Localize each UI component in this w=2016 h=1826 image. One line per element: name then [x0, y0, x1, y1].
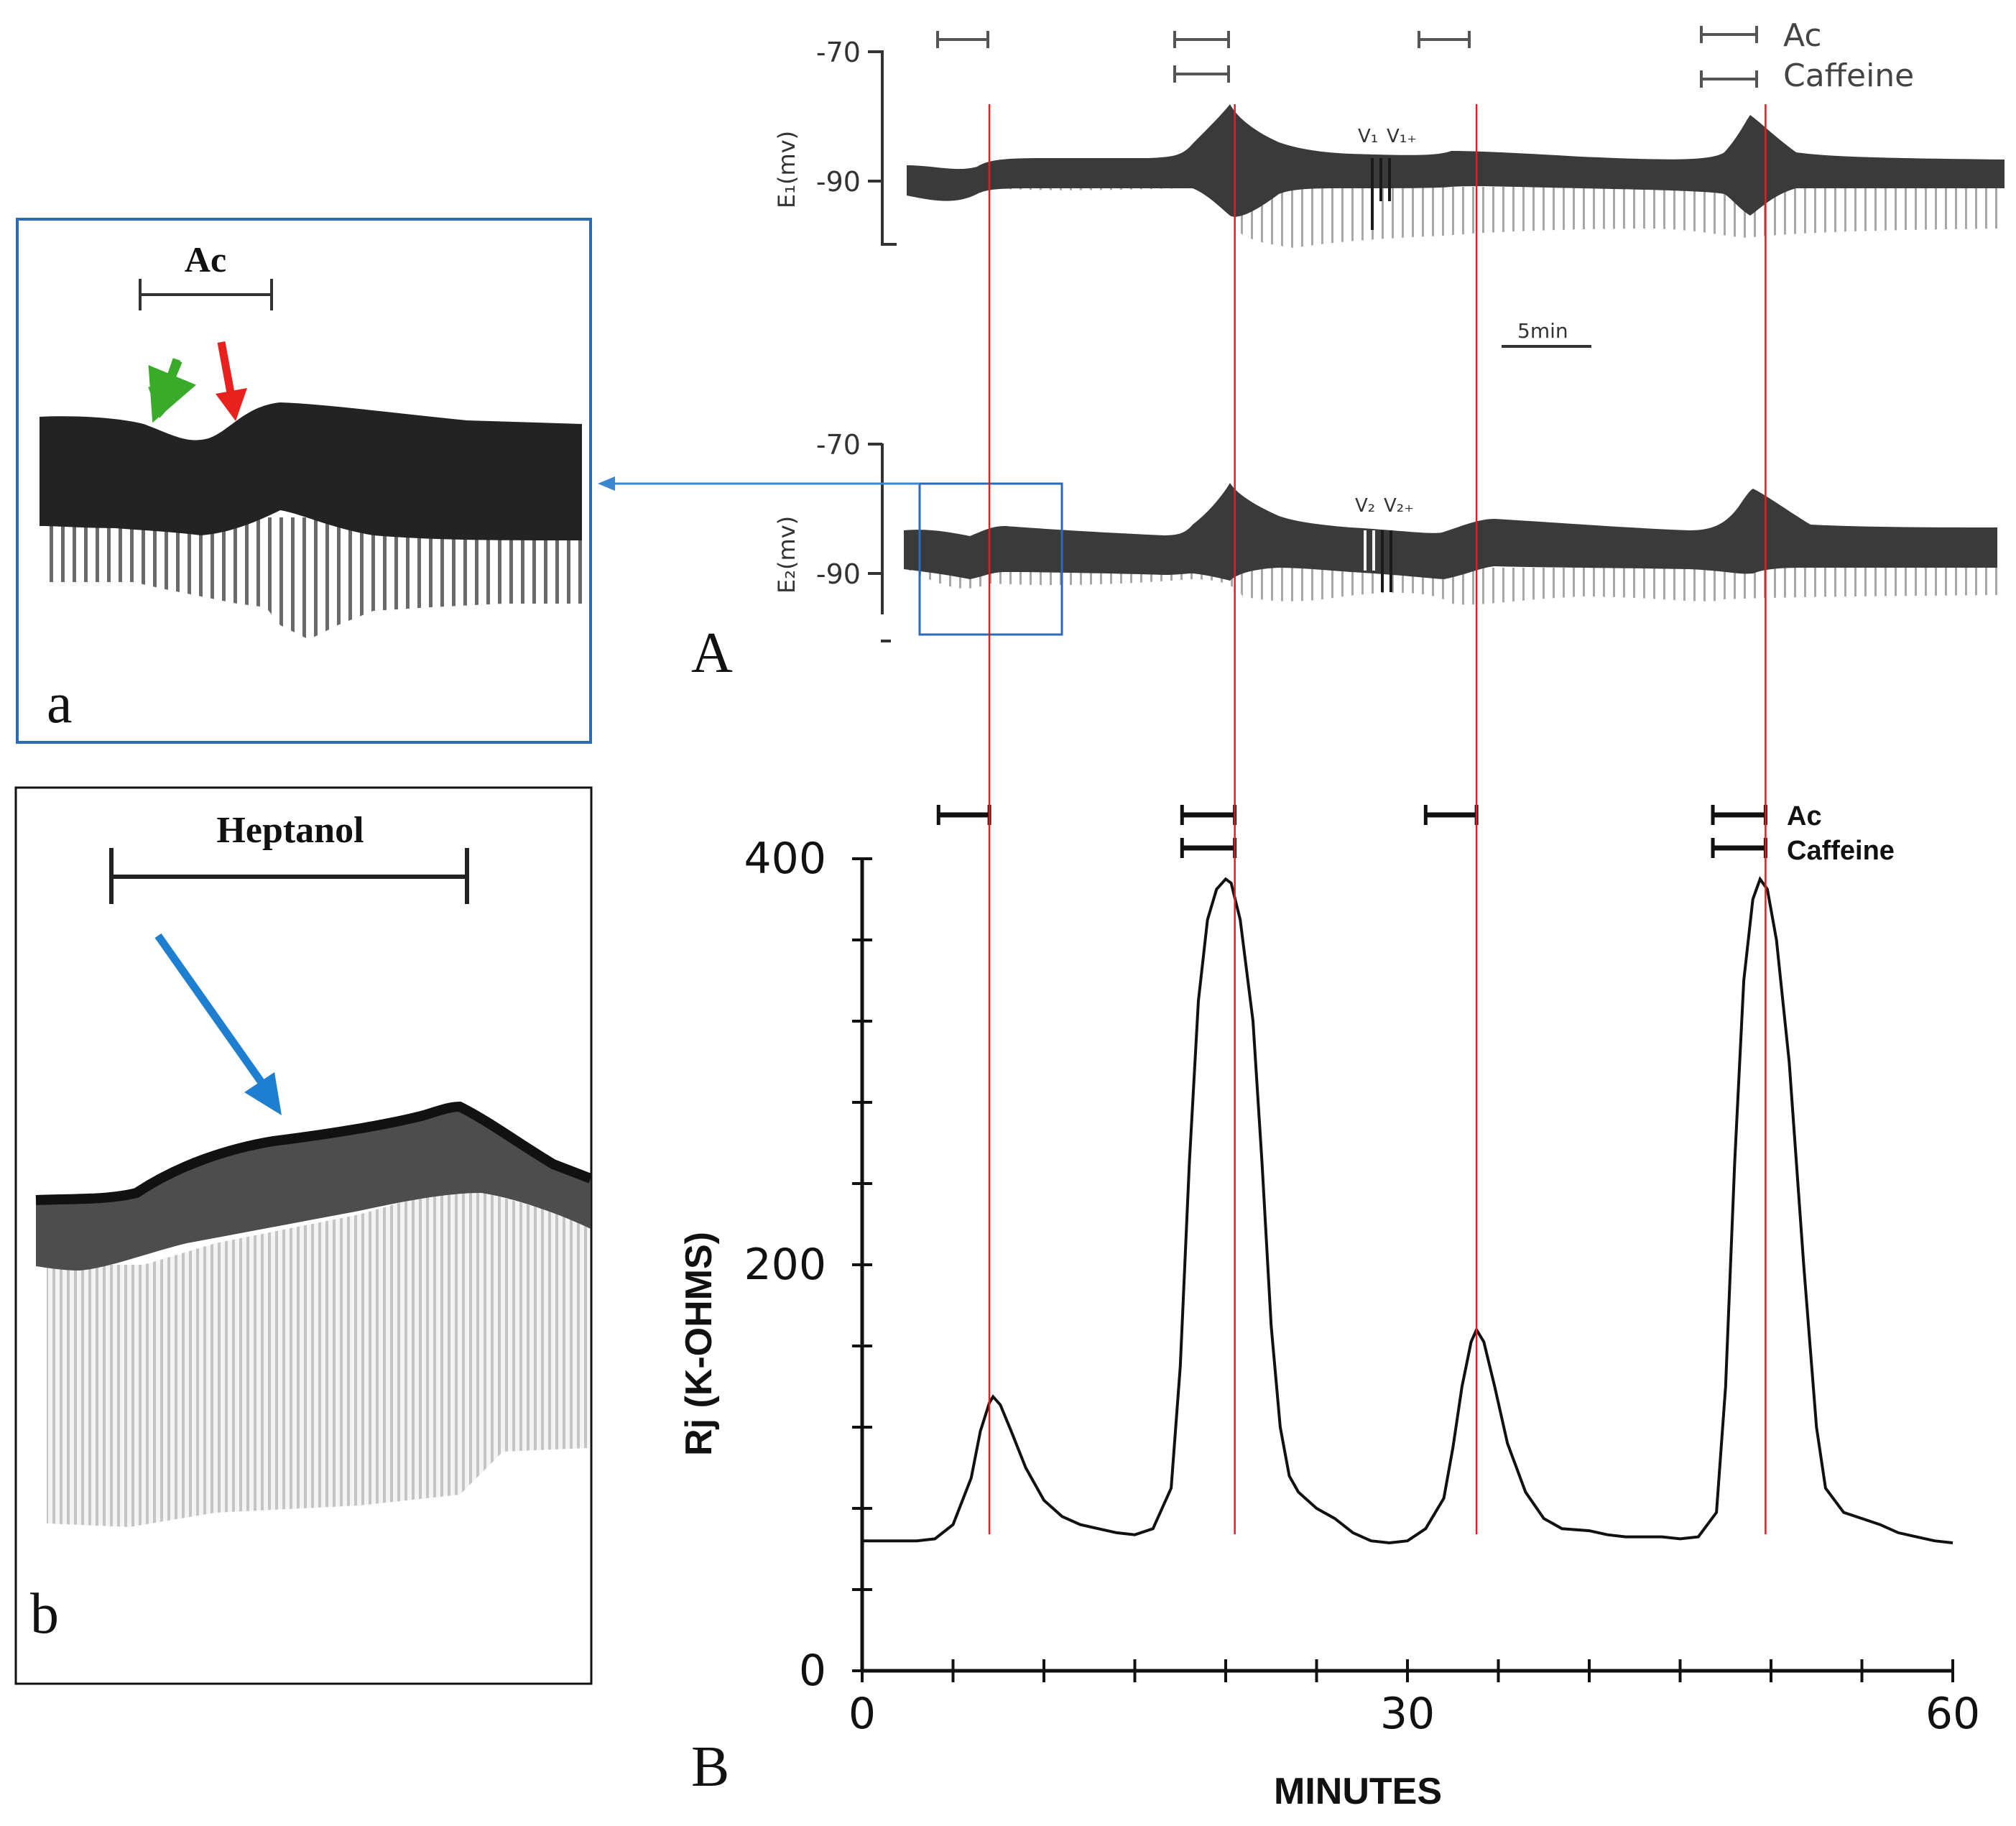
blue-arrow-icon: [154, 933, 282, 1115]
e1-ylabel: E₁(mv): [773, 131, 800, 208]
chart-legend-caffeine: Caffeine: [1787, 836, 1895, 866]
inset-a-ac-label: Ac: [185, 239, 226, 280]
event-guide-lines: [988, 104, 1767, 1534]
y-tick-label: 200: [744, 1240, 826, 1290]
panel-label-a: a: [47, 672, 73, 735]
e2-marker-v2: V₂: [1355, 495, 1375, 517]
ac-bar: [936, 805, 991, 825]
x-tick-label: 30: [1380, 1689, 1435, 1739]
e1-trace: [907, 104, 2005, 217]
trace-treatment-bars: Ac Caffeine: [936, 17, 1914, 94]
scale-bar-label: 5min: [1517, 319, 1568, 343]
scale-bar: 5min: [1502, 319, 1591, 348]
chart-ylabel: Rj (K-OHMS): [678, 1232, 720, 1456]
inset-b-trace-edge: [35, 1101, 593, 1205]
e1-marker-v1: V₁: [1358, 126, 1378, 147]
chart-ticks: [852, 857, 1954, 1682]
ac-bar: [1180, 805, 1237, 825]
e2-zoom-box: [918, 482, 1063, 636]
inset-a-trace: [40, 402, 582, 540]
e2-pulse-markers: V₂ V₂₊: [1355, 495, 1414, 592]
chart-treatment-bars: [936, 805, 1767, 858]
e1-tick-label-90: -90: [816, 166, 861, 198]
caffeine-bar: [1711, 838, 1767, 858]
green-arrow-icon: [148, 358, 181, 418]
x-tick-label: 60: [1925, 1689, 1980, 1739]
e1-marker-v1plus: V₁₊: [1387, 126, 1417, 147]
inset-b-spike-band: [47, 1186, 589, 1527]
e2-tick-label-70: -70: [816, 429, 861, 461]
inset-b-heptanol-label: Heptanol: [216, 810, 364, 851]
chart-axes: [860, 859, 1953, 1673]
trace-legend-ac: Ac: [1783, 17, 1822, 54]
rj-chart: 0 30 60 0 200 400 Ac Caffeine MINUTES Rj (K-O…: [678, 801, 1980, 1812]
zoom-connector-arrow: [598, 476, 920, 491]
trace-legend-caffeine: Caffeine: [1783, 57, 1914, 94]
caffeine-bar: [1180, 838, 1237, 858]
chart-tick-labels: 0 30 60 0 200 400: [744, 834, 1980, 1739]
inset-a: Ac a: [16, 218, 592, 744]
y-tick-label: 0: [799, 1646, 826, 1696]
e1-spike-band: [907, 187, 2005, 248]
trace-e1-panel: -70 -90 E₁(mv) V₁ V₁₊: [773, 37, 2005, 248]
inset-a-spike-band: [47, 517, 582, 640]
ac-bar: [1711, 805, 1767, 825]
e2-trace: [904, 483, 1997, 581]
red-arrow-icon: [216, 341, 247, 421]
inset-b-trace: [36, 1107, 591, 1271]
e2-ylabel: E₂(mv): [773, 516, 800, 594]
e2-marker-v2plus: V₂₊: [1384, 495, 1414, 517]
e2-spike-band: [904, 568, 1997, 605]
panel-label-b: b: [30, 1582, 59, 1646]
y-tick-label: 400: [744, 834, 826, 884]
trace-e2-panel: -70 -90 E₂(mv) V₂ V₂₊: [773, 429, 1997, 642]
e1-pulse-markers: V₁ V₁₊: [1358, 126, 1417, 230]
ac-bar: [1423, 805, 1479, 825]
chart-xlabel: MINUTES: [1274, 1771, 1442, 1812]
x-tick-label: 0: [849, 1689, 876, 1739]
panel-label-B: B: [691, 1735, 729, 1799]
e1-tick-label-70: -70: [816, 37, 861, 68]
rj-series-line: [862, 876, 1953, 1545]
e2-tick-label-90: -90: [816, 558, 861, 590]
panel-label-A: A: [691, 622, 733, 685]
inset-b: Heptanol b: [14, 786, 593, 1685]
chart-legend-ac: Ac: [1787, 801, 1822, 831]
